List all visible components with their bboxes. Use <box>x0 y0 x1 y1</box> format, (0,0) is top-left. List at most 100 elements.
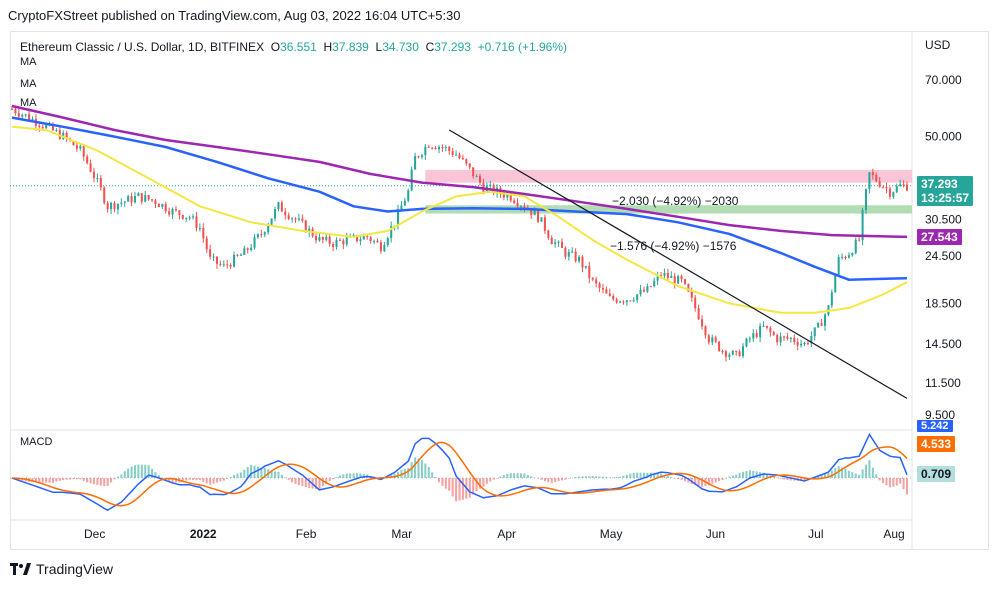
ma-label-2[interactable]: MA <box>20 78 37 90</box>
macd-histogram-bar <box>902 478 905 490</box>
macd-histogram-bar <box>765 474 768 478</box>
candle-body <box>571 251 574 253</box>
macd-histogram-bar <box>424 463 427 478</box>
candle-body <box>704 326 707 336</box>
candle-body <box>755 333 758 338</box>
ma-label-1[interactable]: MA <box>20 56 37 68</box>
candle-body <box>315 236 318 241</box>
candle-body <box>506 194 509 198</box>
macd-histogram-bar <box>185 478 188 481</box>
x-tick-label: Mar <box>391 527 412 541</box>
macd-histogram-bar <box>92 478 96 485</box>
candle-body <box>383 245 386 252</box>
candle-body <box>222 264 225 266</box>
candle-body <box>14 108 17 114</box>
candle-body <box>899 184 902 187</box>
macd-histogram-bar <box>581 476 584 478</box>
macd-histogram-bar <box>557 478 560 482</box>
candle-body <box>478 176 482 183</box>
macd-histogram-bar <box>58 478 61 481</box>
macd-histogram-bar <box>274 471 277 478</box>
macd-histogram-bar <box>239 472 242 478</box>
macd-histogram-bar <box>550 478 553 483</box>
candle-body <box>885 187 888 189</box>
macd-histogram-bar <box>728 476 731 478</box>
candle-body <box>540 217 543 222</box>
macd-histogram-bar <box>345 473 348 478</box>
candle-body <box>598 283 601 289</box>
macd-label[interactable]: MACD <box>20 436 53 448</box>
macd-histogram-bar <box>711 478 714 484</box>
macd-histogram-bar <box>137 464 140 478</box>
publisher-header: CryptoFXStreet published on TradingView.… <box>8 8 461 23</box>
candle-body <box>888 188 891 197</box>
macd-histogram-bar <box>776 477 779 479</box>
macd-histogram-bar <box>79 478 82 480</box>
macd-histogram-bar <box>588 476 591 478</box>
candle-body <box>547 230 550 238</box>
lower-annotation: −1.576 (−4.92%) −1576 <box>610 239 737 253</box>
candle-body <box>560 241 564 248</box>
ma-label-3[interactable]: MA <box>20 97 37 109</box>
macd-histogram-bar <box>116 476 119 478</box>
tradingview-footer[interactable]: TradingView <box>10 561 113 577</box>
macd-histogram-bar <box>434 477 437 478</box>
candle-body <box>420 155 423 157</box>
candle-body <box>509 194 512 201</box>
macd-histogram-bar <box>789 478 792 481</box>
candle-body <box>390 226 393 239</box>
macd-histogram-bar <box>181 478 184 482</box>
y-tick-label: 14.500 <box>925 337 962 351</box>
macd-histogram-bar <box>888 478 891 488</box>
y-tick-label: 9.500 <box>925 408 955 422</box>
macd-histogram-bar <box>352 473 355 478</box>
macd-histogram-bar <box>636 472 639 478</box>
candle-body <box>472 167 475 177</box>
candle-body <box>489 184 492 187</box>
macd-histogram-bar <box>96 478 99 485</box>
candle-body <box>103 187 106 203</box>
macd-histogram-bar <box>448 478 451 491</box>
macd-histogram-bar <box>151 468 154 478</box>
candle-body <box>161 204 164 207</box>
macd-histogram-bar <box>899 478 902 484</box>
candle-body <box>355 235 359 242</box>
candle-body <box>280 202 283 212</box>
candle-body <box>239 254 242 256</box>
candle-body <box>110 202 113 210</box>
macd-histogram-bar <box>666 475 669 478</box>
candle-body <box>759 326 762 338</box>
candle-body <box>690 291 693 298</box>
candle-body <box>523 206 526 209</box>
candle-body <box>864 189 868 211</box>
macd-histogram-bar <box>591 476 594 478</box>
macd-histogram-bar <box>86 478 89 483</box>
candle-body <box>338 239 341 241</box>
candle-body <box>424 146 427 156</box>
macd-histogram-bar <box>355 473 359 478</box>
macd-histogram-bar <box>113 478 116 480</box>
macd-histogram-bar <box>625 474 628 478</box>
macd-histogram-bar <box>861 469 864 478</box>
macd-histogram-bar <box>226 478 229 479</box>
macd-histogram-bar <box>530 476 533 478</box>
candle-body <box>680 275 683 280</box>
candle-body <box>133 196 137 203</box>
candle-body <box>636 294 639 301</box>
macd-histogram-bar <box>38 478 41 483</box>
macd-histogram-bar <box>499 476 502 478</box>
candle-body <box>178 210 181 215</box>
candle-body <box>144 195 147 202</box>
candle-body <box>475 176 478 178</box>
support-zone <box>425 205 912 214</box>
candle-body <box>782 336 786 338</box>
macd-histogram-bar <box>646 472 649 478</box>
candle-body <box>878 181 881 187</box>
macd-histogram-bar <box>243 469 246 478</box>
candle-body <box>813 327 816 337</box>
macd-histogram-bar <box>291 478 294 483</box>
candle-body <box>574 251 577 262</box>
candle-body <box>465 159 468 164</box>
macd-histogram-bar <box>236 473 239 478</box>
